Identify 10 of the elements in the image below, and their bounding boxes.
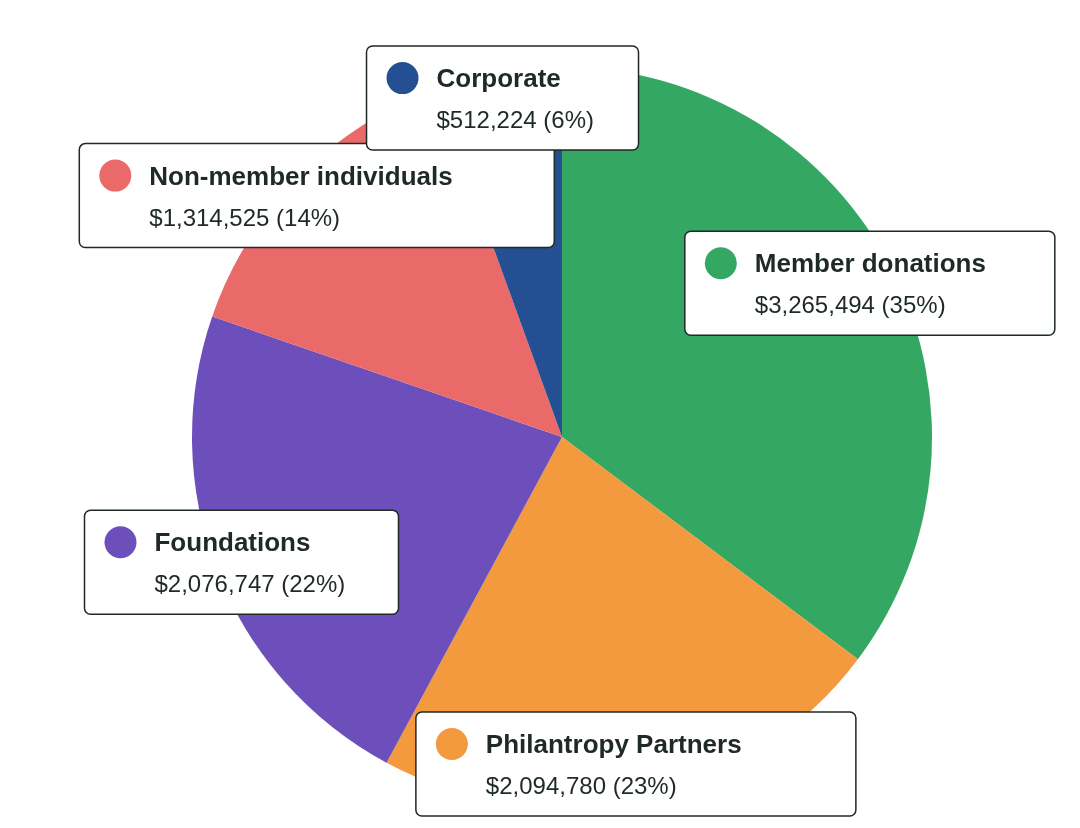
legend-label: Philantropy Partners (485, 729, 742, 759)
data-label: $1,314,525 (14%) (149, 203, 341, 231)
legend-label: Non-member individuals (149, 160, 453, 191)
data-label: $512,224 (6%) (436, 106, 594, 134)
legend-label: Member donations (754, 248, 986, 279)
legend-label: Corporate (436, 63, 561, 94)
data-label: $2,076,747 (22%) (154, 570, 346, 598)
data-label: $2,094,780 (23%) (485, 772, 677, 799)
data-label: $3,265,494 (35%) (754, 291, 946, 319)
legend-label: Foundations (154, 527, 311, 558)
